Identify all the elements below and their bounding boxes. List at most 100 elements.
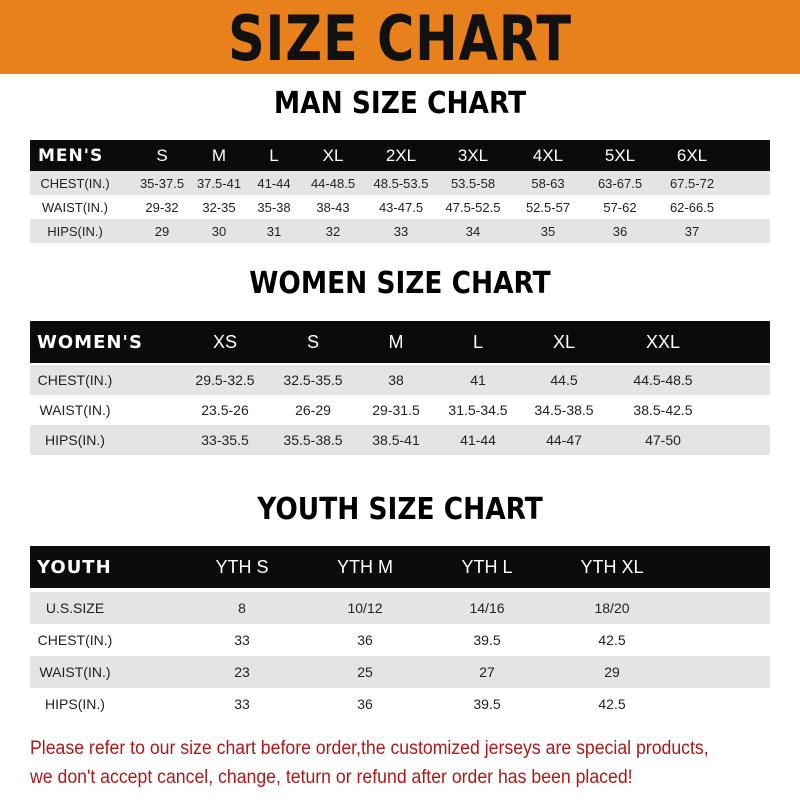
measurement-value: 29-31.5 [372,402,420,418]
measurement-value: 32.5-35.5 [283,372,343,388]
measurement-value: 33 [393,223,409,239]
measurement-value: 32-35 [202,199,236,215]
size-header: XXL [645,331,681,352]
size-header: 6XL [676,145,708,165]
table-header-row: MEN'S S M L XL 2XL 3XL 4XL 5XL 6XL [30,140,770,171]
measurement-value: 43-47.5 [378,199,424,215]
measurement-value: 36 [357,696,373,712]
measurement-value: 57-62 [603,199,637,215]
measurement-value: 29 [154,223,170,239]
table-row: WAIST(IN.) 23 25 27 29 [30,656,770,688]
measurement-value: 32 [325,223,341,239]
size-header: 5XL [604,145,636,165]
table-row: WAIST(IN.) 23.5-26 26-29 29-31.5 31.5-34.5 34… [30,395,770,425]
measurement-value: 39.5 [473,632,501,648]
measurement-value: 36 [612,223,628,239]
size-header: YTH S [215,556,269,577]
size-header: 2XL [385,145,417,165]
table-corner-label: MEN'S [38,145,104,166]
measurement-value: 35 [540,223,556,239]
table-row: CHEST(IN.) 29.5-32.5 32.5-35.5 38 41 44.5 44.5… [30,365,770,395]
measurement-label: HIPS(IN.) [45,432,105,448]
measurement-value: 53.5-58 [450,175,496,191]
table-row: HIPS(IN.) 33-35.5 35.5-38.5 38.5-41 41-44 44-… [30,425,770,455]
table-row: HIPS(IN.) 33 36 39.5 42.5 [30,688,770,720]
measurement-value: 34.5-38.5 [534,402,594,418]
measurement-value: 8 [238,600,246,616]
measurement-value: 42.5 [598,632,626,648]
size-header: YTH XL [580,556,644,577]
measurement-value: 44.5 [550,372,578,388]
measurement-value: 42.5 [598,696,626,712]
measurement-value: 41-44 [257,175,291,191]
size-header: S [156,145,168,165]
measurement-value: 26-29 [295,402,331,418]
measurement-value: 10/12 [347,600,383,616]
measurement-label: WAIST(IN.) [39,402,111,418]
measurement-value: 38 [388,372,404,388]
women-section-title: WOMEN SIZE CHART [249,266,551,301]
measurement-value: 35.5-38.5 [283,432,343,448]
measurement-value: 35-38 [257,199,291,215]
measurement-value: 44.5-48.5 [633,372,693,388]
size-header: M [388,331,404,352]
measurement-value: 67.5-72 [669,175,715,191]
size-header: XS [212,331,238,352]
measurement-value: 63-67.5 [597,175,643,191]
measurement-value: 58-63 [531,175,565,191]
measurement-value: 62-66.5 [669,199,715,215]
measurement-label: WAIST(IN.) [42,199,108,215]
measurement-value: 47-50 [645,432,681,448]
size-chart-banner: SIZE CHART [0,0,800,75]
size-header: S [306,331,320,352]
measurement-value: 31 [266,223,282,239]
measurement-value: 29-32 [145,199,179,215]
measurement-value: 48.5-53.5 [373,175,429,191]
measurement-value: 18/20 [594,600,630,616]
measurement-label: HIPS(IN.) [47,223,103,239]
measurement-value: 34 [465,223,481,239]
size-header: L [269,145,279,165]
measurement-value: 25 [357,664,373,680]
table-row: CHEST(IN.) 35-37.5 37.5-41 41-44 44-48.5 48.5… [30,171,770,195]
men-section-title: MAN SIZE CHART [273,86,527,121]
size-header: 4XL [532,145,564,165]
notice-line-2: we don't accept cancel, change, teturn o… [30,767,633,788]
table-row: HIPS(IN.) 29 30 31 32 33 34 35 36 37 [30,219,770,243]
table-header-row: YOUTH YTH S YTH M YTH L YTH XL [30,546,770,588]
banner-title: SIZE CHART [228,2,572,75]
measurement-value: 29.5-32.5 [195,372,255,388]
measurement-value: 37 [684,223,700,239]
size-header: L [472,331,484,352]
table-row: CHEST(IN.) 33 36 39.5 42.5 [30,624,770,656]
youth-section-title: YOUTH SIZE CHART [257,492,543,527]
measurement-value: 39.5 [473,696,501,712]
measurement-value: 38.5-41 [372,432,420,448]
measurement-value: 14/16 [469,600,505,616]
measurement-value: 31.5-34.5 [448,402,508,418]
measurement-label: CHEST(IN.) [40,175,110,191]
table-row: U.S.SIZE 8 10/12 14/16 18/20 [30,592,770,624]
size-header: XL [552,331,576,352]
size-header: M [211,145,227,165]
measurement-value: 27 [479,664,495,680]
measurement-value: 30 [211,223,227,239]
measurement-label: CHEST(IN.) [37,372,113,388]
measurement-value: 33 [234,696,250,712]
measurement-value: 41-44 [460,432,496,448]
measurement-value: 44-48.5 [310,175,356,191]
measurement-value: 44-47 [546,432,582,448]
measurement-label: HIPS(IN.) [45,696,105,712]
measurement-value: 23.5-26 [201,402,249,418]
measurement-value: 47.5-52.5 [445,199,501,215]
measurement-value: 33-35.5 [201,432,249,448]
measurement-label: WAIST(IN.) [39,664,111,680]
measurement-value: 52.5-57 [525,199,571,215]
order-notice: Please refer to our size chart before or… [30,734,737,792]
measurement-value: 36 [357,632,373,648]
size-header: YTH L [461,556,513,577]
table-header-row: WOMEN'S XS S M L XL XXL [30,321,770,363]
table-corner-label: YOUTH [37,556,112,578]
measurement-value: 35-37.5 [139,175,185,191]
measurement-value: 29 [604,664,620,680]
